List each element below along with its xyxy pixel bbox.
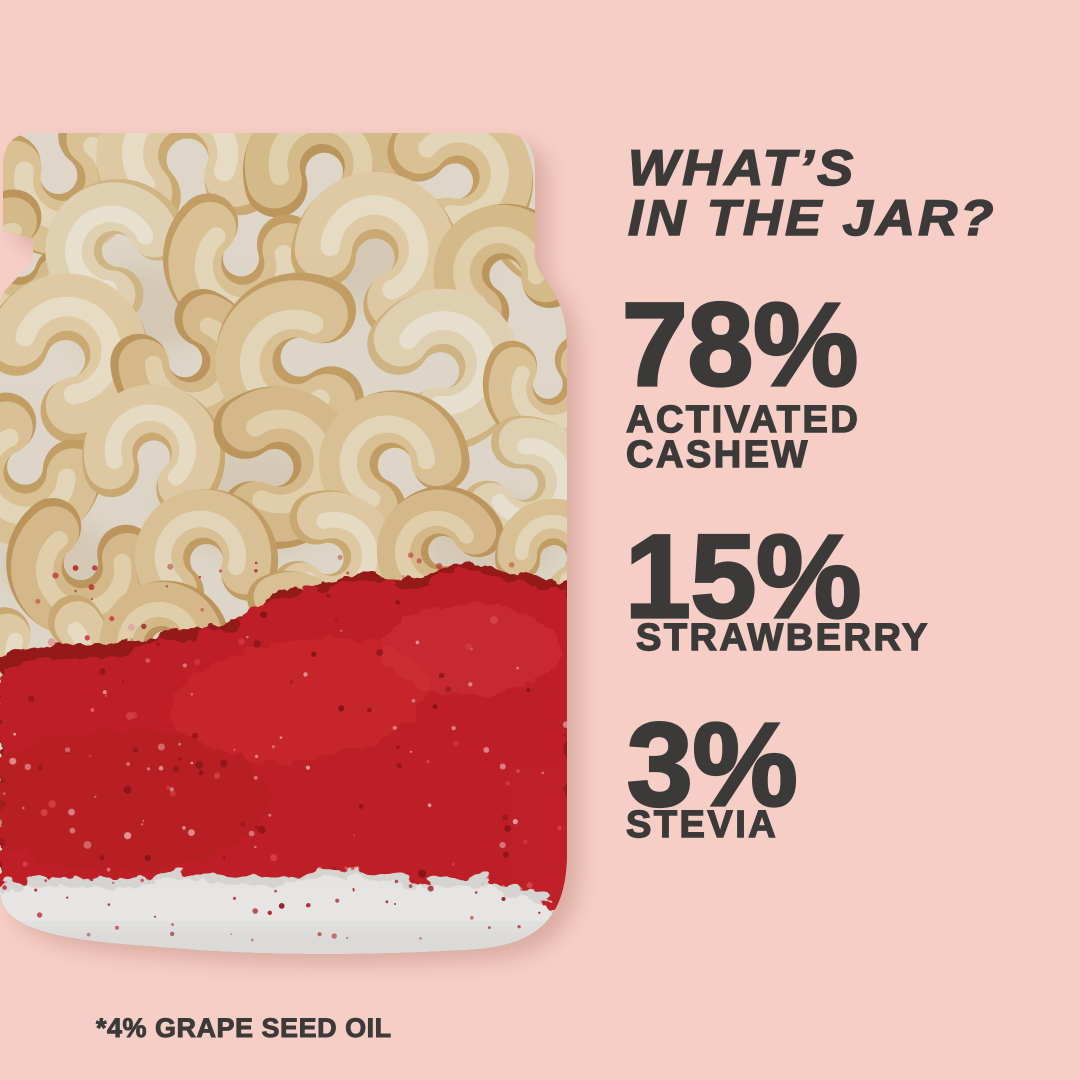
footnote: *4% GRAPE SEED OIL xyxy=(96,1013,392,1043)
title-line1: WHAT’S xyxy=(627,140,857,196)
title-line2: IN THE JAR? xyxy=(627,190,997,246)
ingredient-percent-strawberry: 15% xyxy=(623,511,862,643)
ingredient-label-stevia: STEVIA xyxy=(625,804,779,846)
grain-overlay xyxy=(0,133,567,954)
ingredient-label-cashew: ACTIVATED CASHEW xyxy=(625,399,861,476)
ingredient-percent-stevia: 3% xyxy=(625,699,799,831)
ingredient-label-line: CASHEW xyxy=(625,434,810,476)
ingredient-label-line: ACTIVATED xyxy=(625,399,861,441)
page-title: WHAT’S IN THE JAR? xyxy=(627,140,997,246)
ingredient-label-strawberry: STRAWBERRY xyxy=(635,617,930,659)
ingredient-percent-cashew: 78% xyxy=(620,279,859,411)
